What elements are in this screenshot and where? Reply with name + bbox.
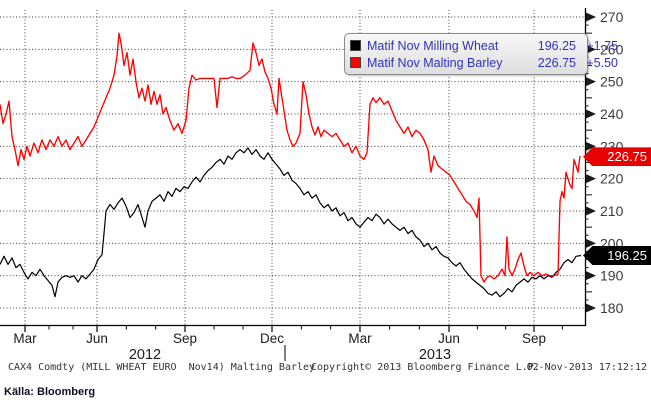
y-tick-label: 180 xyxy=(600,300,624,316)
y-tick-arrow xyxy=(586,77,596,87)
y-tick-arrow xyxy=(586,238,596,248)
legend-last-price: 226.75 xyxy=(537,55,576,70)
chart-timestamp: 02-Nov-2013 17:12:12 xyxy=(526,362,647,373)
y-tick-arrow xyxy=(586,109,596,119)
legend-item-barley: Matif Nov Malting Barley 226.75 +5.50 xyxy=(350,54,618,71)
y-tick-arrow xyxy=(586,44,596,54)
ticker-description: CAX4 Comdty (MILL WHEAT EURO Nov14) Malt… xyxy=(8,362,316,373)
barley-price-line xyxy=(0,32,581,283)
x-tick-label: Dec xyxy=(260,331,284,346)
y-tick-arrow xyxy=(586,303,596,313)
x-tick-label: Mar xyxy=(13,331,37,346)
x-tick-label: Jun xyxy=(438,331,460,346)
y-tick-arrow xyxy=(586,12,596,22)
wheat-last-price-flag: 196.25 xyxy=(583,245,651,265)
y-tick-arrow xyxy=(586,141,596,151)
copyright-notice: Copyright© 2013 Bloomberg Finance L.P. xyxy=(311,362,540,373)
barley-last-price: 226.75 xyxy=(607,149,647,165)
legend-label: Matif Nov Milling Wheat xyxy=(367,38,499,53)
legend-last-price: 196.25 xyxy=(537,38,576,53)
barley-last-price-flag: 226.75 xyxy=(583,147,651,167)
source-label: Källa: Bloomberg xyxy=(4,386,96,398)
legend-change: +1.75 xyxy=(586,38,618,53)
y-tick-arrow xyxy=(586,206,596,216)
wheat-last-price: 196.25 xyxy=(607,247,647,263)
year-label: 2013 xyxy=(419,347,451,363)
legend-label: Matif Nov Malting Barley xyxy=(367,55,503,70)
y-tick-arrow xyxy=(586,174,596,184)
wheat-price-line xyxy=(0,147,582,298)
y-tick-label: 190 xyxy=(600,268,624,284)
x-tick-label: Jun xyxy=(86,331,108,346)
y-tick-label: 270 xyxy=(600,9,624,25)
barley-swatch-icon xyxy=(350,57,361,68)
chart-legend: Matif Nov Milling Wheat 196.25 +1.75 Mat… xyxy=(344,33,618,75)
y-tick-label: 260 xyxy=(600,41,624,57)
wheat-swatch-icon xyxy=(350,40,361,51)
x-tick-label: Sep xyxy=(522,331,546,346)
y-tick-label: 250 xyxy=(600,74,624,90)
year-label: 2012 xyxy=(129,347,161,363)
y-tick-arrow xyxy=(586,271,596,281)
x-tick-label: Sep xyxy=(173,331,197,346)
legend-change: +5.50 xyxy=(586,55,618,70)
y-tick-label: 210 xyxy=(600,203,624,219)
y-tick-label: 220 xyxy=(600,171,624,187)
legend-item-wheat: Matif Nov Milling Wheat 196.25 +1.75 xyxy=(350,37,618,54)
x-tick-label: Mar xyxy=(348,331,372,346)
y-tick-label: 240 xyxy=(600,106,624,122)
